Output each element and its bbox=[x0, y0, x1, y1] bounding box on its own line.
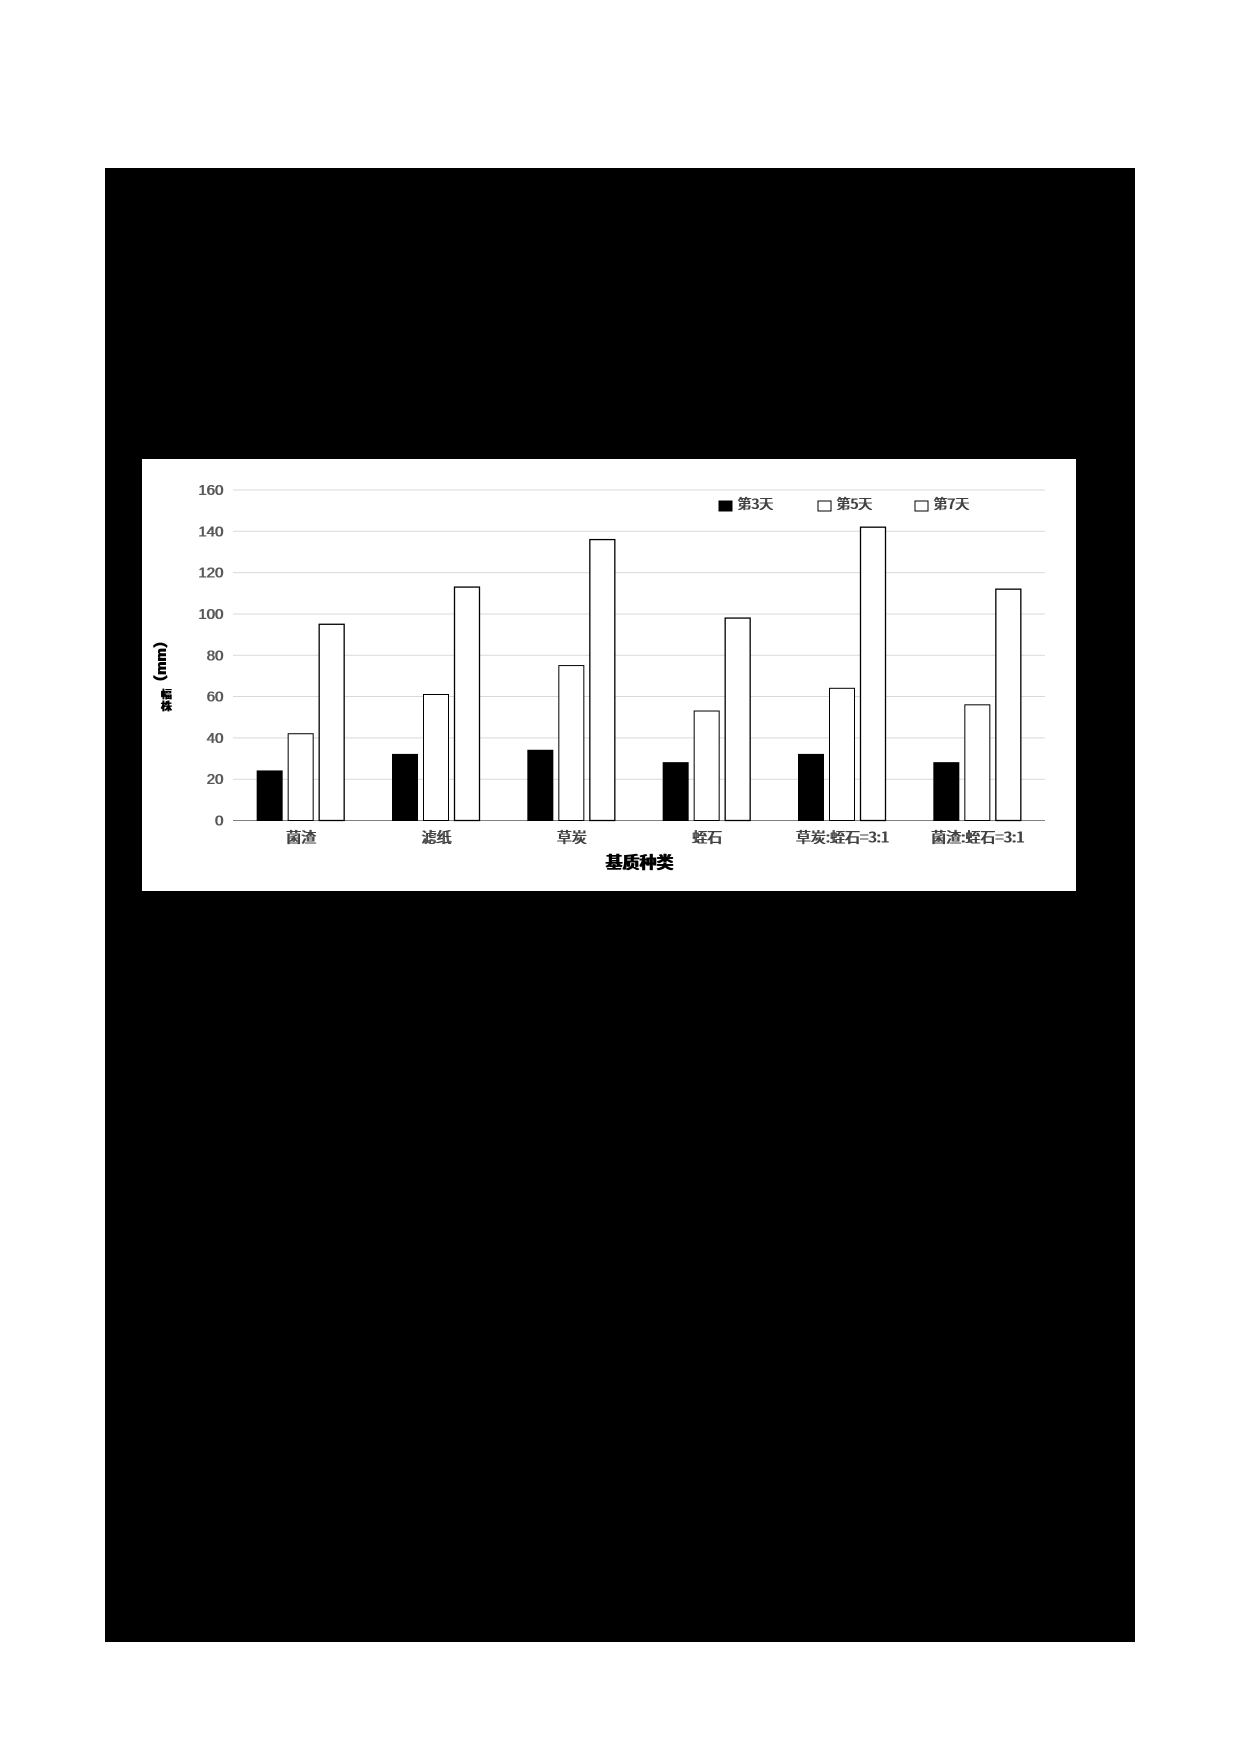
svg-text:菌渣: 菌渣 bbox=[286, 827, 316, 848]
svg-text:第3天: 第3天 bbox=[737, 494, 773, 514]
svg-text:（mm）: （mm） bbox=[153, 634, 170, 691]
svg-text:菌渣:蛭石=3:1: 菌渣:蛭石=3:1 bbox=[931, 827, 1024, 848]
svg-text:蛭石: 蛭石 bbox=[692, 827, 722, 848]
svg-text:草炭:蛭石=3:1: 草炭:蛭石=3:1 bbox=[795, 827, 888, 848]
svg-text:160: 160 bbox=[198, 482, 223, 499]
svg-text:基质种类: 基质种类 bbox=[605, 849, 673, 874]
svg-text:100: 100 bbox=[198, 606, 223, 623]
svg-text:40: 40 bbox=[206, 730, 223, 747]
svg-text:80: 80 bbox=[206, 647, 223, 664]
svg-text:140: 140 bbox=[198, 523, 223, 540]
svg-text:第7天: 第7天 bbox=[933, 494, 969, 514]
svg-text:滤纸: 滤纸 bbox=[421, 827, 451, 848]
svg-text:0: 0 bbox=[215, 813, 223, 830]
svg-text:第5天: 第5天 bbox=[836, 494, 872, 514]
svg-text:株: 株 bbox=[161, 698, 172, 714]
svg-text:草炭: 草炭 bbox=[556, 827, 586, 848]
svg-text:60: 60 bbox=[206, 689, 223, 706]
svg-text:20: 20 bbox=[206, 771, 223, 788]
svg-text:120: 120 bbox=[198, 565, 223, 582]
